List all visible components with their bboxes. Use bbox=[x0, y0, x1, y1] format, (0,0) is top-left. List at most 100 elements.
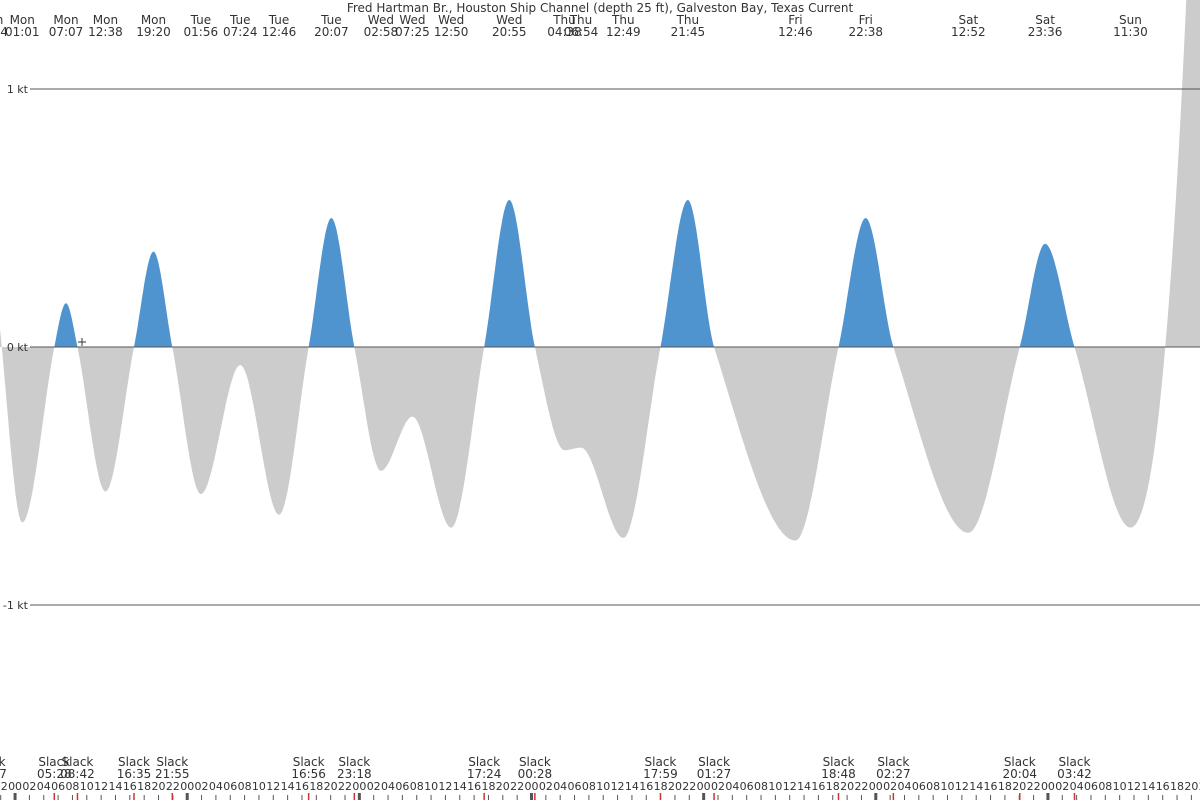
peak-day-label: Thu bbox=[676, 13, 700, 27]
hour-tick-label: 06 bbox=[1084, 780, 1098, 793]
peak-time-label: 04:38 bbox=[547, 25, 582, 39]
hour-tick-label: 06 bbox=[223, 780, 237, 793]
slack-time-label: 00:28 bbox=[518, 767, 553, 781]
hour-tick-label: 14 bbox=[625, 780, 639, 793]
peak-day-label: Wed bbox=[496, 13, 522, 27]
hour-tick-label: 00 bbox=[1041, 780, 1055, 793]
slack-label: Slack bbox=[38, 755, 70, 769]
slack-time-label: 05:28 bbox=[37, 767, 72, 781]
hour-tick-label: 12 bbox=[955, 780, 969, 793]
slack-label: Slack bbox=[1059, 755, 1091, 769]
slack-label: Slack bbox=[1004, 755, 1036, 769]
hour-tick-label: 10 bbox=[1113, 780, 1127, 793]
peak-time-label: 12:52 bbox=[951, 25, 986, 39]
ebb-area bbox=[77, 347, 134, 492]
hour-tick-label: 14 bbox=[969, 780, 983, 793]
peak-time-label: 23:36 bbox=[1028, 25, 1063, 39]
hour-tick-label: 06 bbox=[568, 780, 582, 793]
hour-tick-label: 10 bbox=[768, 780, 782, 793]
hour-tick-label: 22 bbox=[1027, 780, 1041, 793]
flood-area bbox=[134, 251, 173, 347]
ebb-area bbox=[0, 328, 55, 523]
hour-tick-label: 18 bbox=[137, 780, 151, 793]
hour-tick-label: 18 bbox=[1170, 780, 1184, 793]
hour-tick-label: 10 bbox=[596, 780, 610, 793]
hour-tick-label: 18 bbox=[998, 780, 1012, 793]
hour-tick-label: 20 bbox=[496, 780, 510, 793]
slack-time-label: 16:35 bbox=[117, 767, 152, 781]
peak-day-label: Mon bbox=[93, 13, 118, 27]
peak-labels: Mon18:34Mon01:01Mon07:07Mon12:38Mon19:20… bbox=[0, 13, 1148, 39]
hour-tick-label: 12 bbox=[1127, 780, 1141, 793]
slack-time-label: 03:42 bbox=[1057, 767, 1092, 781]
hour-tick-label: 16 bbox=[295, 780, 309, 793]
current-areas bbox=[0, 0, 1200, 541]
slack-label: Slack bbox=[293, 755, 325, 769]
hour-tick-label: 12 bbox=[783, 780, 797, 793]
peak-day-label: Thu bbox=[552, 13, 576, 27]
y-tick-label: 1 kt bbox=[7, 83, 29, 96]
hour-tick-label: 08 bbox=[926, 780, 940, 793]
peak-day-label: Mon bbox=[0, 13, 3, 27]
hour-tick-label: 20 bbox=[668, 780, 682, 793]
ebb-area bbox=[1074, 0, 1200, 528]
hour-tick-label: 02 bbox=[539, 780, 553, 793]
slack-label: Slack bbox=[519, 755, 551, 769]
slack-label: Slack bbox=[338, 755, 370, 769]
hour-tick-label: 04 bbox=[897, 780, 911, 793]
hour-tick-label: 02 bbox=[1055, 780, 1069, 793]
hour-tick-label: 00 bbox=[180, 780, 194, 793]
hour-tick-label: 06 bbox=[395, 780, 409, 793]
hour-tick-label: 08 bbox=[238, 780, 252, 793]
slack-time-label: 17:24 bbox=[467, 767, 502, 781]
chart-title: Fred Hartman Br., Houston Ship Channel (… bbox=[347, 1, 854, 15]
hour-tick-label: 00 bbox=[525, 780, 539, 793]
flood-area bbox=[838, 218, 894, 347]
hour-tick-label: 12 bbox=[94, 780, 108, 793]
slack-label: Slack bbox=[156, 755, 188, 769]
hour-tick-label: 10 bbox=[80, 780, 94, 793]
peak-day-label: Thu bbox=[569, 13, 593, 27]
slack-label: Slack bbox=[468, 755, 500, 769]
slack-label: Slack bbox=[118, 755, 150, 769]
hour-tick-label: 18 bbox=[309, 780, 323, 793]
hour-tick-label: 10 bbox=[252, 780, 266, 793]
peak-time-label: 07:07 bbox=[49, 25, 84, 39]
flood-area bbox=[54, 303, 78, 347]
hour-tick-label: 16 bbox=[984, 780, 998, 793]
hour-tick-label: 14 bbox=[108, 780, 122, 793]
ebb-area bbox=[714, 347, 839, 541]
hour-tick-label: 22 bbox=[1199, 780, 1200, 793]
hour-tick-label: 14 bbox=[453, 780, 467, 793]
peak-time-label: 21:45 bbox=[671, 25, 706, 39]
hour-tick-label: 16 bbox=[639, 780, 653, 793]
hour-tick-label: 20 bbox=[324, 780, 338, 793]
peak-time-label: 01:01 bbox=[5, 25, 40, 39]
flood-area bbox=[484, 200, 535, 347]
hour-tick-label: 18 bbox=[654, 780, 668, 793]
slack-label: Slack bbox=[62, 755, 94, 769]
peak-time-label: 07:25 bbox=[395, 25, 430, 39]
peak-day-label: Mon bbox=[10, 13, 35, 27]
hour-tick-label: 06 bbox=[912, 780, 926, 793]
peak-day-label: Tue bbox=[190, 13, 212, 27]
hour-tick-label: 00 bbox=[352, 780, 366, 793]
slack-time-label: 02:27 bbox=[876, 767, 911, 781]
peak-day-label: Mon bbox=[53, 13, 78, 27]
peak-time-label: 22:38 bbox=[848, 25, 883, 39]
hour-tick-label: 10 bbox=[424, 780, 438, 793]
hour-tick-label: 22 bbox=[854, 780, 868, 793]
hour-tick-label: 08 bbox=[754, 780, 768, 793]
slack-label: Slack bbox=[877, 755, 909, 769]
hour-tick-label: 04 bbox=[381, 780, 395, 793]
slack-label: Slack bbox=[698, 755, 730, 769]
hour-tick-label: 08 bbox=[410, 780, 424, 793]
peak-day-label: Thu bbox=[611, 13, 635, 27]
slack-label: Slack bbox=[645, 755, 677, 769]
slack-time-label: 23:18 bbox=[337, 767, 372, 781]
peak-time-label: 18:34 bbox=[0, 25, 8, 39]
hour-tick-label: 16 bbox=[123, 780, 137, 793]
peak-time-label: 12:46 bbox=[778, 25, 813, 39]
hour-axis: 2200020406081012141618202200020406081012… bbox=[0, 780, 1200, 800]
hour-tick-label: 10 bbox=[941, 780, 955, 793]
